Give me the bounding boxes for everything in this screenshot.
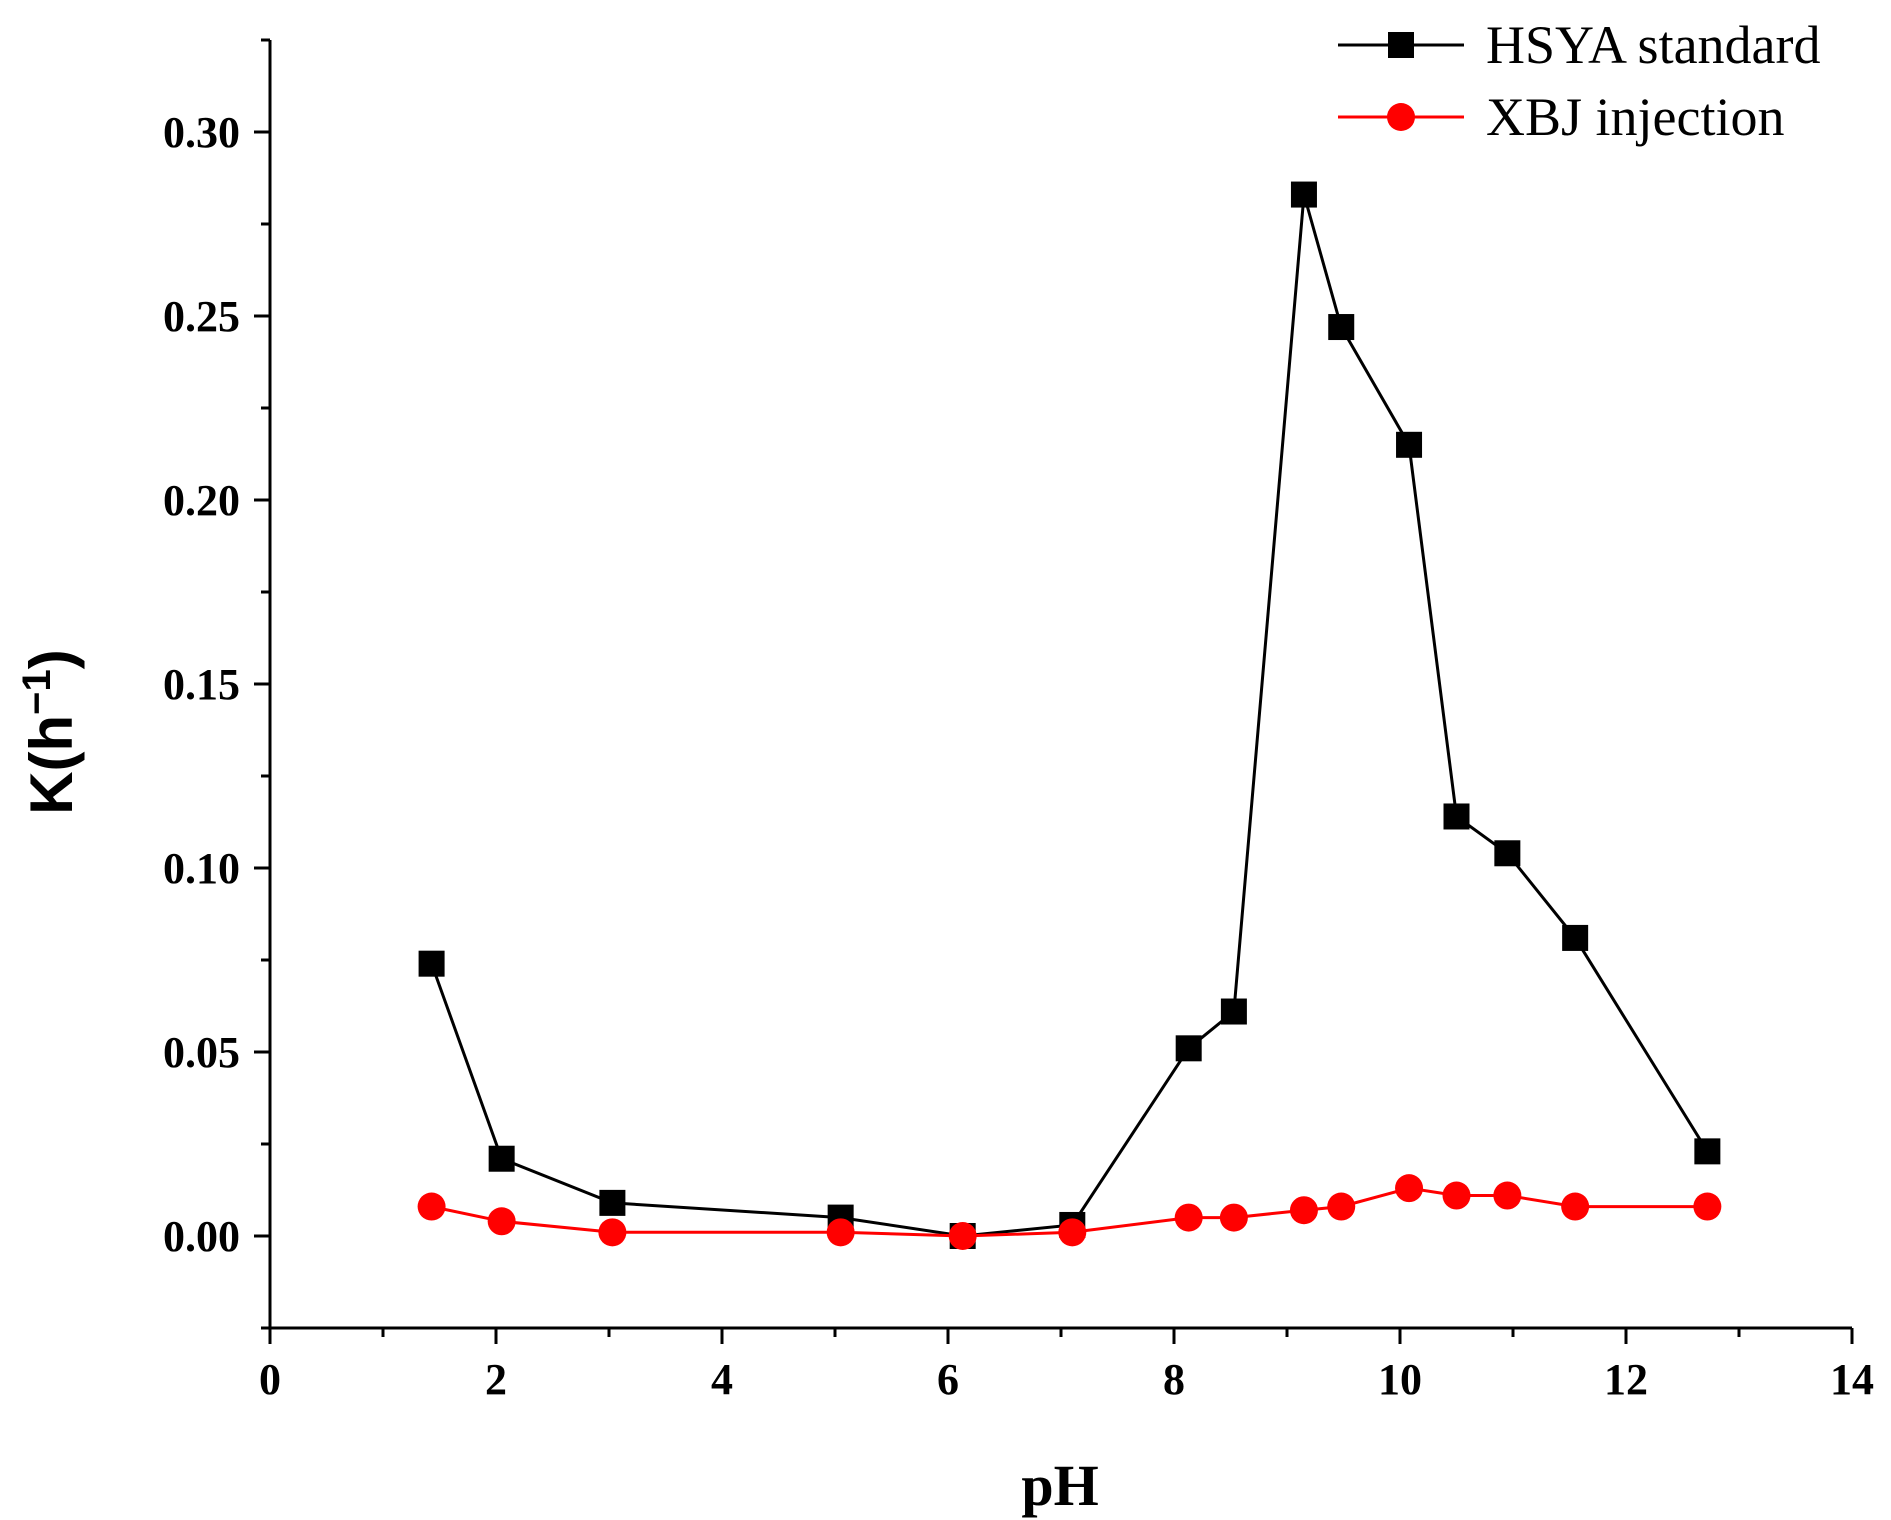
data-point-square (1562, 924, 1589, 951)
legend-label: HSYA standard (1486, 15, 1821, 75)
x-tick-label: 8 (1163, 1355, 1185, 1404)
y-axis-title: K(h−1) (15, 649, 85, 815)
y-tick-label: 0.15 (163, 660, 240, 709)
x-tick-label: 2 (485, 1355, 507, 1404)
data-point-circle (1395, 1174, 1424, 1203)
data-point-circle (1327, 1192, 1356, 1221)
ticks: 0 2 4 6 8 10 12 14 0.00 0.05 0.10 0.15 0.20 0.25 0.30 (163, 38, 1874, 1404)
data-point-circle (826, 1218, 855, 1247)
data-point-circle (1174, 1203, 1203, 1232)
legend: HSYA standard XBJ injection (1338, 15, 1821, 147)
data-point-circle (487, 1207, 516, 1236)
series-line (430, 194, 1709, 1238)
y-tick-label: 0.05 (163, 1028, 240, 1077)
data-point-circle (1442, 1181, 1471, 1210)
data-point-square (1396, 431, 1423, 458)
y-tick-label: 0.30 (163, 108, 240, 157)
data-point-square (1694, 1138, 1721, 1165)
data-point-square (418, 950, 445, 977)
y-tick-label: 0.10 (163, 844, 240, 893)
x-tick-label: 12 (1604, 1355, 1648, 1404)
legend-marker-circle (1387, 103, 1415, 131)
series-xbj-injection (417, 1174, 1722, 1250)
data-point-square (1494, 840, 1521, 867)
y-tick-label: 0.20 (163, 476, 240, 525)
data-point-circle (1493, 1181, 1522, 1210)
data-point-square (1290, 181, 1317, 208)
data-point-circle (1058, 1218, 1087, 1247)
y-tick-label: 0.25 (163, 292, 240, 341)
x-axis-title: pH (1021, 1453, 1098, 1518)
data-point-square (1220, 998, 1247, 1025)
series-hsya-standard (418, 181, 1721, 1249)
data-point-circle (1693, 1192, 1722, 1221)
data-point-square (599, 1189, 626, 1216)
data-point-circle (1561, 1192, 1590, 1221)
legend-item: HSYA standard (1338, 15, 1821, 75)
y-axis-title-main: K(h (18, 715, 85, 815)
x-tick-label: 14 (1830, 1355, 1874, 1404)
data-point-circle (598, 1218, 627, 1247)
legend-item: XBJ injection (1338, 87, 1784, 147)
data-point-square (1175, 1035, 1202, 1062)
x-tick-label: 0 (259, 1355, 281, 1404)
y-axis-title-close: ) (18, 649, 85, 669)
x-tick-label: 10 (1378, 1355, 1422, 1404)
data-point-square (1443, 803, 1470, 830)
data-point-circle (1289, 1196, 1318, 1225)
y-tick-label: 0.00 (163, 1212, 240, 1261)
data-point-square (488, 1145, 515, 1172)
x-tick-label: 4 (711, 1355, 733, 1404)
series-layer (417, 181, 1722, 1250)
data-point-circle (948, 1222, 977, 1250)
data-point-square (1328, 314, 1355, 341)
legend-marker-square (1388, 32, 1414, 58)
legend-label: XBJ injection (1486, 87, 1784, 147)
x-tick-label: 6 (937, 1355, 959, 1404)
y-axis-title-superscript: −1 (15, 669, 59, 715)
data-point-circle (417, 1192, 446, 1221)
data-point-circle (1219, 1203, 1248, 1232)
axes (268, 40, 1852, 1330)
